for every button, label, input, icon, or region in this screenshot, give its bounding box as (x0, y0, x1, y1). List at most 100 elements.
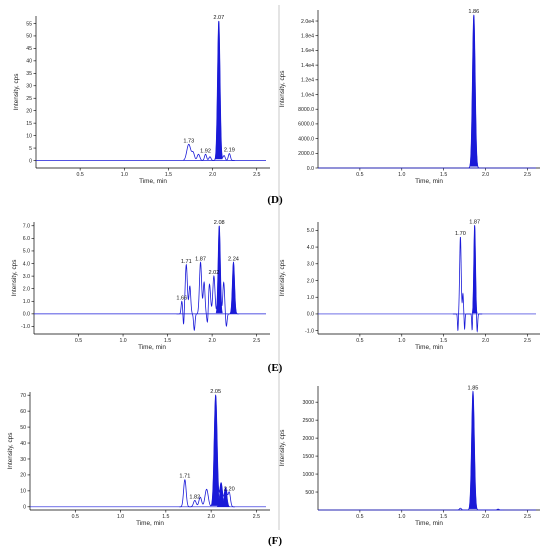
peak-label: 1.66 (176, 295, 187, 301)
x-tick-label: 1.0 (398, 338, 405, 344)
y-tick-label: 70 (20, 393, 26, 399)
x-tick-label: 1.5 (165, 172, 172, 178)
peak-label: 1.82 (189, 494, 200, 500)
peak-label: 2.07 (213, 15, 224, 21)
y-axis-label: Intensity, cps (279, 430, 286, 467)
y-tick-label: 1.0 (23, 299, 30, 305)
y-tick-label: 0.0 (23, 312, 30, 318)
y-tick-label: 2500 (302, 418, 314, 424)
x-tick-label: 2.5 (253, 514, 260, 520)
y-tick-label: 3000 (302, 400, 314, 406)
peak-label: 2.02 (208, 270, 219, 276)
chart-f-right: 0.5 1.0 1.5 2.0 2.5 500 1000 1500 2000 2500 3000 Ti… (279, 385, 540, 527)
y-tick-label: 7.0 (23, 224, 30, 230)
chromatogram-trace (468, 14, 480, 169)
y-tick-label: 1.6e4 (301, 48, 314, 54)
panel-label-e: (E) (268, 362, 283, 374)
peak-label: 1.71 (179, 474, 190, 480)
chromatogram-trace (452, 225, 483, 333)
y-tick-label: 1500 (302, 454, 314, 460)
peak-label: 1.87 (469, 219, 480, 225)
peak-label: 2.08 (214, 220, 225, 226)
y-tick-label: 45 (26, 46, 32, 52)
chart-f-left: 0.5 1.0 1.5 2.0 2.5 0 10 20 30 40 50 60 70 Time, min I… (7, 389, 270, 527)
x-tick-label: 2.5 (253, 338, 260, 344)
peak-label: 2.05 (210, 389, 221, 395)
y-tick-label: 0.0 (307, 166, 314, 172)
y-axis-label: Intensity, cps (279, 71, 286, 108)
y-axis-label: Intensity, cps (7, 433, 14, 470)
y-tick-label: 3.0 (307, 262, 314, 268)
x-tick-label: 2.0 (209, 338, 216, 344)
chart-d-right: 0.5 1.0 1.5 2.0 2.5 0.0 2000.0 4000.0 6000.0 8000… (279, 9, 540, 185)
y-tick-label: 1.2e4 (301, 78, 314, 84)
peak-label: 1.70 (455, 231, 466, 237)
y-tick-label: 0 (23, 505, 26, 511)
x-tick-label: 0.5 (356, 514, 363, 520)
x-axis-label: Time, min (139, 178, 167, 185)
y-tick-label: 4.0 (23, 261, 30, 267)
y-tick-label: 55 (26, 21, 32, 27)
panel-label-f: (F) (268, 535, 282, 547)
peak-label: 1.85 (468, 385, 479, 391)
x-tick-label: 1.5 (440, 514, 447, 520)
x-tick-label: 0.5 (356, 172, 363, 178)
x-tick-label: 2.0 (209, 172, 216, 178)
y-tick-label: 1.0 (307, 295, 314, 301)
x-tick-label: 1.0 (119, 338, 126, 344)
peak-label: 1.87 (195, 256, 206, 262)
chart-e-left: 0.5 1.0 1.5 2.0 2.5 -1.0 0.0 1.0 2.0 3.0 4.0 5.0 6.0… (11, 220, 270, 351)
x-tick-label: 1.5 (440, 338, 447, 344)
y-tick-label: 35 (26, 71, 32, 77)
y-axis-label: Intensity, cps (279, 260, 286, 297)
y-tick-label: 2.0e4 (301, 19, 314, 25)
peak-label: 1.92 (200, 148, 211, 154)
y-tick-label: 500 (305, 490, 314, 496)
y-tick-label: 6000.0 (298, 122, 314, 128)
x-axis-label: Time, min (415, 178, 443, 185)
y-tick-label: 2.0 (307, 278, 314, 284)
x-tick-label: 2.5 (524, 172, 531, 178)
peak-label: 1.73 (183, 138, 194, 144)
y-tick-label: 50 (20, 425, 26, 431)
x-tick-label: 2.0 (482, 338, 489, 344)
x-tick-label: 1.0 (121, 172, 128, 178)
x-tick-label: 2.5 (524, 514, 531, 520)
y-tick-label: 30 (20, 457, 26, 463)
x-tick-label: 1.5 (440, 172, 447, 178)
x-tick-label: 2.0 (482, 514, 489, 520)
panel-label-d: (D) (267, 194, 283, 206)
x-axis-label: Time, min (415, 344, 443, 351)
chromatogram-trace (176, 225, 239, 331)
y-tick-label: 1.0e4 (301, 92, 314, 98)
x-tick-label: 2.0 (208, 514, 215, 520)
chromatogram-trace (183, 20, 235, 161)
y-tick-label: 30 (26, 84, 32, 90)
x-tick-label: 0.5 (356, 338, 363, 344)
peak-label: 1.71 (181, 259, 192, 265)
x-tick-label: 0.5 (75, 338, 82, 344)
x-tick-label: 2.5 (253, 172, 260, 178)
peak-label: 2.20 (224, 486, 235, 492)
y-tick-label: 40 (20, 441, 26, 447)
chart-e-right: 0.5 1.0 1.5 2.0 2.5 -1.0 0.0 1.0 2.0 3.0 4.0 5.0 Tim… (279, 219, 540, 351)
y-tick-label: 4000.0 (298, 136, 314, 142)
y-tick-label: 60 (20, 409, 26, 415)
y-tick-label: 5.0 (23, 249, 30, 255)
x-tick-label: 2.5 (524, 338, 531, 344)
y-tick-label: 6.0 (23, 236, 30, 242)
peak-label: 1.86 (468, 9, 479, 15)
x-axis-label: Time, min (136, 520, 164, 527)
x-tick-label: 0.5 (77, 172, 84, 178)
y-tick-label: 4.0 (307, 245, 314, 251)
y-axis-label: Intensity, cps (11, 260, 18, 297)
y-tick-label: 1.8e4 (301, 34, 314, 40)
x-axis-label: Time, min (415, 520, 443, 527)
chromatogram-trace (455, 390, 504, 511)
y-tick-label: -1.0 (21, 324, 30, 330)
y-tick-label: 15 (26, 121, 32, 127)
y-tick-label: 2000.0 (298, 151, 314, 157)
x-tick-label: 1.5 (164, 338, 171, 344)
y-tick-label: 2.0 (23, 286, 30, 292)
